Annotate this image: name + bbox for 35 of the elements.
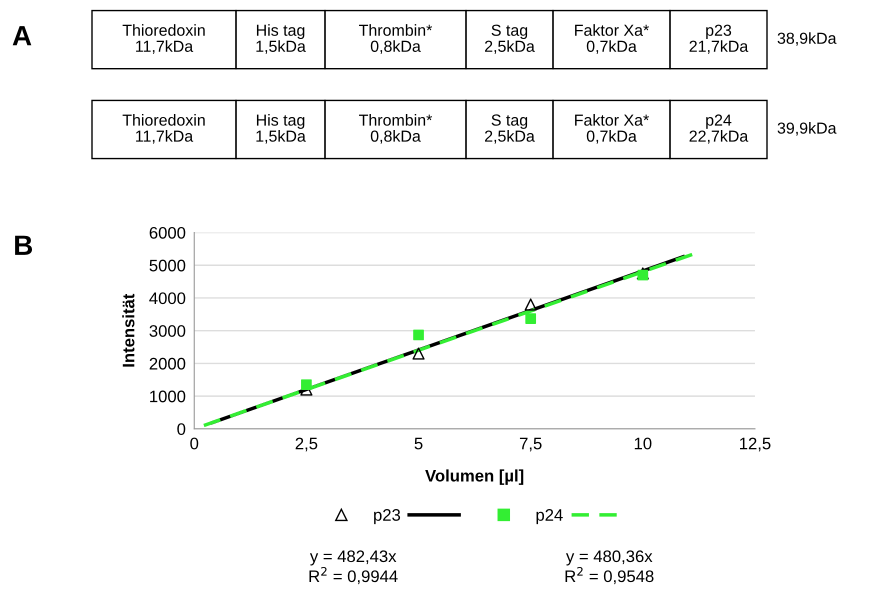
text: p24 22,7kDa xyxy=(690,114,748,144)
text: Thioredoxin 11,7kDa xyxy=(122,114,205,144)
x-tick-label: 7,5 xyxy=(520,438,542,452)
legend-label: p24 xyxy=(536,509,563,524)
y-tick-label: 1000 xyxy=(150,390,186,402)
legend-label: p23 xyxy=(374,509,400,524)
text: 39,9kDa xyxy=(778,122,836,136)
text: p23 21,7kDa xyxy=(690,24,748,54)
x-tick-label: 10 xyxy=(634,438,652,450)
text: Thioredoxin 11,7kDa xyxy=(122,24,205,54)
text: Thrombin* 0,8kDa xyxy=(359,114,432,144)
text: 38,9kDa xyxy=(778,32,836,46)
x-tick-label: 2,5 xyxy=(296,438,318,452)
x-tick-label: 0 xyxy=(190,438,198,450)
y-tick-label: 2000 xyxy=(150,358,186,370)
y-tick-label: 0 xyxy=(177,423,186,436)
x-tick-label: 12,5 xyxy=(740,438,770,452)
y-tick-label: 5000 xyxy=(150,260,186,272)
text: Faktor Xa* 0,7kDa xyxy=(575,24,649,54)
text: S tag 2,5kDa xyxy=(485,24,535,54)
text: Faktor Xa* 0,7kDa xyxy=(575,114,649,144)
x-tick-label: 5 xyxy=(414,438,422,450)
text: S tag 2,5kDa xyxy=(485,114,535,144)
text: His tag 1,5kDa xyxy=(256,24,306,54)
y-tick-label: 4000 xyxy=(149,292,186,304)
text: Thrombin* 0,8kDa xyxy=(359,24,432,54)
x-axis-title: Volumen [µl] xyxy=(425,469,524,485)
chart-title: B xyxy=(15,236,32,255)
y-tick-label: 3000 xyxy=(149,325,186,337)
text: y = 480,36x R$^{2}$ = 0,9548 xyxy=(566,550,654,584)
text: His tag 1,5kDa xyxy=(256,114,306,144)
y-tick-label: 6000 xyxy=(150,226,186,239)
y-axis-title: Intensität xyxy=(122,294,134,367)
text: y = 482,43x R$^{2}$ = 0,9944 xyxy=(309,550,398,584)
text: A xyxy=(12,26,32,46)
